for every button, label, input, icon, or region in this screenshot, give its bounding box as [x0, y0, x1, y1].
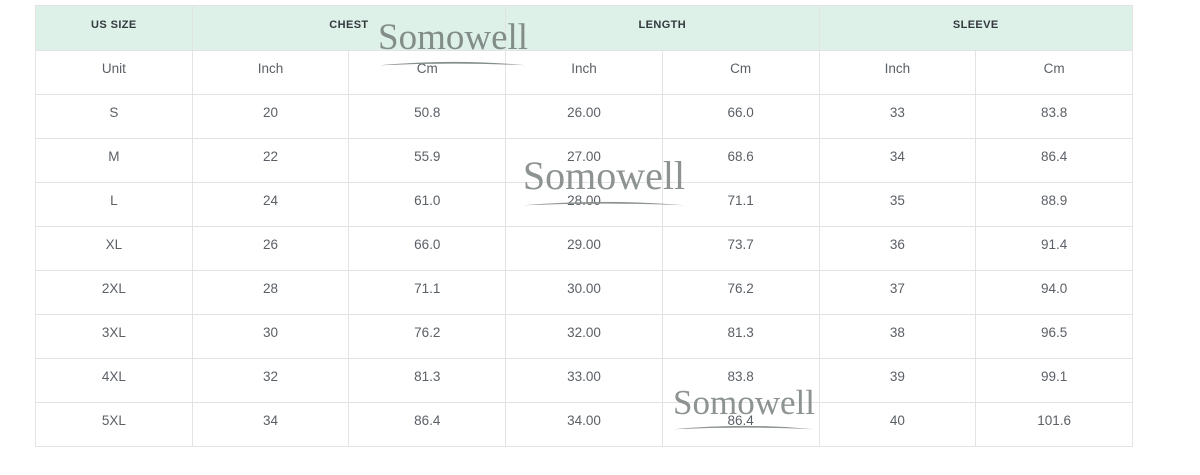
- length-inch-cell: 27.00: [505, 138, 663, 183]
- sleeve-inch-unit-cell: Inch: [818, 50, 977, 95]
- chest-inch-cell: 30: [191, 314, 350, 359]
- chest-inch-cell: 24: [191, 182, 350, 227]
- column-header-us-size: US SIZE: [35, 5, 193, 51]
- chest-cm-cell: 66.0: [348, 226, 507, 271]
- chest-cm-cell: 55.9: [348, 138, 507, 183]
- chest-inch-cell: 26: [191, 226, 350, 271]
- chest-cm-cell: 76.2: [348, 314, 507, 359]
- length-cm-cell: 71.1: [661, 182, 820, 227]
- unit-header-row: Unit Inch Cm Inch Cm Inch Cm: [35, 50, 1133, 95]
- table-row-m: M 22 55.9 27.00 68.6 34 86.4: [35, 138, 1133, 183]
- sleeve-inch-cell: 33: [818, 94, 977, 139]
- length-cm-cell: 83.8: [661, 358, 820, 403]
- chest-inch-cell: 22: [191, 138, 350, 183]
- length-cm-cell: 73.7: [661, 226, 820, 271]
- chest-cm-cell: 50.8: [348, 94, 507, 139]
- sleeve-cm-cell: 86.4: [975, 138, 1133, 183]
- sleeve-cm-cell: 88.9: [975, 182, 1133, 227]
- table-row-l: L 24 61.0 28.00 71.1 35 88.9: [35, 182, 1133, 227]
- size-chart-table: US SIZE CHEST LENGTH SLEEVE Unit Inch Cm…: [35, 5, 1134, 447]
- length-inch-cell: 26.00: [505, 94, 663, 139]
- sleeve-inch-cell: 39: [818, 358, 977, 403]
- unit-label-cell: Unit: [35, 50, 193, 95]
- length-cm-cell: 81.3: [661, 314, 820, 359]
- chest-cm-cell: 86.4: [348, 402, 507, 447]
- length-inch-cell: 28.00: [505, 182, 663, 227]
- sleeve-cm-cell: 83.8: [975, 94, 1133, 139]
- sleeve-cm-cell: 91.4: [975, 226, 1133, 271]
- chest-cm-cell: 61.0: [348, 182, 507, 227]
- length-cm-unit-cell: Cm: [661, 50, 820, 95]
- table-row-3xl: 3XL 30 76.2 32.00 81.3 38 96.5: [35, 314, 1133, 359]
- column-header-chest: CHEST: [191, 5, 507, 51]
- size-label-cell: S: [35, 94, 193, 139]
- length-inch-unit-cell: Inch: [505, 50, 663, 95]
- size-chart-section: US SIZE CHEST LENGTH SLEEVE Unit Inch Cm…: [35, 5, 1134, 447]
- sleeve-inch-cell: 35: [818, 182, 977, 227]
- size-label-cell: 2XL: [35, 270, 193, 315]
- sleeve-cm-unit-cell: Cm: [975, 50, 1133, 95]
- size-label-cell: 5XL: [35, 402, 193, 447]
- chest-cm-unit-cell: Cm: [348, 50, 507, 95]
- sleeve-inch-cell: 40: [818, 402, 977, 447]
- sleeve-inch-cell: 34: [818, 138, 977, 183]
- length-cm-cell: 66.0: [661, 94, 820, 139]
- table-row-5xl: 5XL 34 86.4 34.00 86.4 40 101.6: [35, 402, 1133, 447]
- length-cm-cell: 86.4: [661, 402, 820, 447]
- chest-inch-cell: 28: [191, 270, 350, 315]
- column-header-sleeve: SLEEVE: [818, 5, 1134, 51]
- chest-inch-cell: 34: [191, 402, 350, 447]
- length-inch-cell: 32.00: [505, 314, 663, 359]
- sleeve-inch-cell: 36: [818, 226, 977, 271]
- chest-cm-cell: 71.1: [348, 270, 507, 315]
- table-row-4xl: 4XL 32 81.3 33.00 83.8 39 99.1: [35, 358, 1133, 403]
- size-label-cell: M: [35, 138, 193, 183]
- sleeve-inch-cell: 37: [818, 270, 977, 315]
- size-label-cell: 3XL: [35, 314, 193, 359]
- length-cm-cell: 68.6: [661, 138, 820, 183]
- chest-inch-cell: 32: [191, 358, 350, 403]
- column-header-length: LENGTH: [505, 5, 820, 51]
- sleeve-cm-cell: 96.5: [975, 314, 1133, 359]
- table-row-s: S 20 50.8 26.00 66.0 33 83.8: [35, 94, 1133, 139]
- length-inch-cell: 34.00: [505, 402, 663, 447]
- sleeve-cm-cell: 99.1: [975, 358, 1133, 403]
- length-inch-cell: 30.00: [505, 270, 663, 315]
- length-cm-cell: 76.2: [661, 270, 820, 315]
- length-inch-cell: 29.00: [505, 226, 663, 271]
- table-row-2xl: 2XL 28 71.1 30.00 76.2 37 94.0: [35, 270, 1133, 315]
- sleeve-cm-cell: 94.0: [975, 270, 1133, 315]
- size-label-cell: L: [35, 182, 193, 227]
- chest-inch-unit-cell: Inch: [191, 50, 350, 95]
- length-inch-cell: 33.00: [505, 358, 663, 403]
- chest-cm-cell: 81.3: [348, 358, 507, 403]
- size-label-cell: XL: [35, 226, 193, 271]
- chest-inch-cell: 20: [191, 94, 350, 139]
- sleeve-inch-cell: 38: [818, 314, 977, 359]
- sleeve-cm-cell: 101.6: [975, 402, 1133, 447]
- group-header-row: US SIZE CHEST LENGTH SLEEVE: [35, 5, 1134, 51]
- table-row-xl: XL 26 66.0 29.00 73.7 36 91.4: [35, 226, 1133, 271]
- size-label-cell: 4XL: [35, 358, 193, 403]
